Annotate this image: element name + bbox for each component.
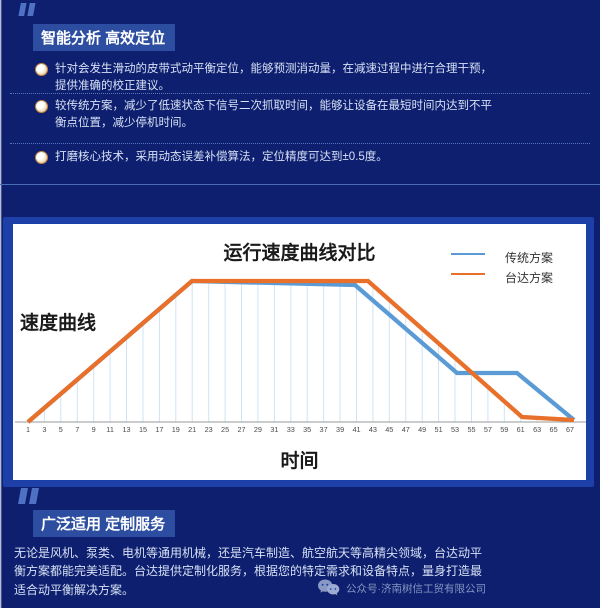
svg-text:63: 63 xyxy=(533,425,541,434)
svg-text:33: 33 xyxy=(287,425,295,434)
svg-text:57: 57 xyxy=(484,425,492,434)
svg-text:1: 1 xyxy=(26,425,30,434)
svg-text:39: 39 xyxy=(336,425,344,434)
svg-text:21: 21 xyxy=(188,425,196,434)
svg-text:9: 9 xyxy=(92,425,96,434)
svg-text:65: 65 xyxy=(550,425,558,434)
svg-text:3: 3 xyxy=(42,425,46,434)
svg-text:45: 45 xyxy=(385,425,393,434)
svg-text:7: 7 xyxy=(75,425,79,434)
svg-text:15: 15 xyxy=(139,425,147,434)
svg-text:13: 13 xyxy=(122,425,130,434)
svg-text:23: 23 xyxy=(205,425,213,434)
svg-text:41: 41 xyxy=(352,425,360,434)
svg-text:55: 55 xyxy=(467,425,475,434)
svg-text:35: 35 xyxy=(303,425,311,434)
svg-text:51: 51 xyxy=(435,425,443,434)
svg-text:47: 47 xyxy=(402,425,410,434)
svg-text:29: 29 xyxy=(254,425,262,434)
svg-text:17: 17 xyxy=(155,425,163,434)
svg-text:5: 5 xyxy=(59,425,63,434)
svg-text:31: 31 xyxy=(270,425,278,434)
svg-text:59: 59 xyxy=(500,425,508,434)
svg-text:43: 43 xyxy=(369,425,377,434)
svg-text:67: 67 xyxy=(566,425,574,434)
svg-text:19: 19 xyxy=(172,425,180,434)
svg-text:27: 27 xyxy=(237,425,245,434)
svg-text:49: 49 xyxy=(418,425,426,434)
svg-text:37: 37 xyxy=(320,425,328,434)
svg-text:25: 25 xyxy=(221,425,229,434)
svg-text:53: 53 xyxy=(451,425,459,434)
svg-text:11: 11 xyxy=(106,425,114,434)
svg-text:61: 61 xyxy=(517,425,525,434)
